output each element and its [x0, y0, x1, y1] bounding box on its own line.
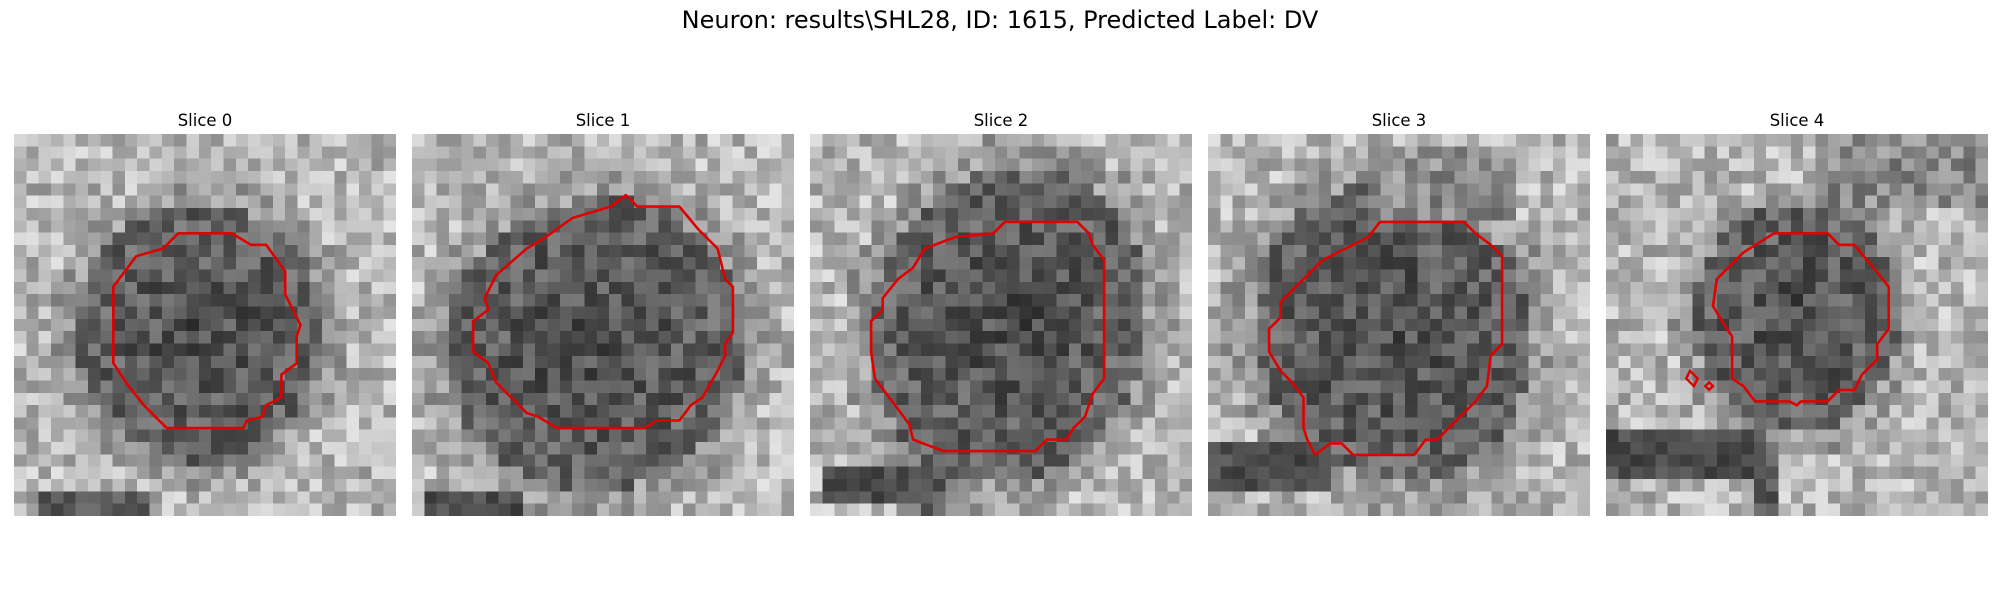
slice-image-2 [810, 134, 1192, 516]
slice-title-4: Slice 4 [1769, 111, 1825, 130]
slice-panel-3: Slice 3 [1208, 110, 1590, 516]
roi-contour [1711, 232, 1891, 407]
slice-title-3: Slice 3 [1371, 111, 1427, 130]
roi-contour [869, 220, 1106, 453]
slice-image-3 [1208, 134, 1590, 516]
slice-title-0: Slice 0 [177, 111, 233, 130]
roi-contour [1267, 220, 1504, 457]
slice-panel-0: Slice 0 [14, 110, 396, 516]
slice-image-0 [14, 134, 396, 516]
pixel-grid [810, 134, 1192, 516]
slice-panel-4: Slice 4 [1606, 110, 1988, 516]
slice-panel-2: Slice 2 [810, 110, 1192, 516]
slice-image-4 [1606, 134, 1988, 516]
pixel-grid [412, 134, 794, 516]
roi-contour-fragment [1684, 368, 1700, 389]
pixel-grid [1208, 134, 1590, 516]
roi-contour-fragment [1703, 380, 1715, 392]
pixel-grid [1606, 134, 1988, 516]
slice-title-2: Slice 2 [973, 111, 1029, 130]
slice-title-1: Slice 1 [575, 111, 631, 130]
roi-contour [112, 232, 302, 430]
slice-panel-1: Slice 1 [412, 110, 794, 516]
figure-title: Neuron: results\SHL28, ID: 1615, Predict… [681, 6, 1319, 34]
slice-image-1 [412, 134, 794, 516]
pixel-grid [14, 134, 396, 516]
roi-contour [471, 193, 735, 430]
